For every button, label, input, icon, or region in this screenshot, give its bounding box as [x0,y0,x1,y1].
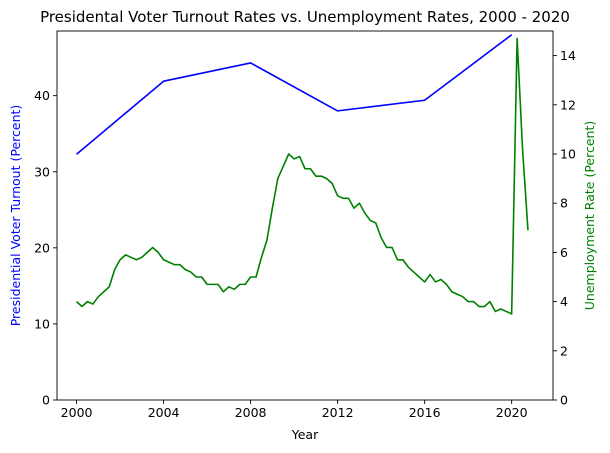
chart-title: Presidental Voter Turnout Rates vs. Unem… [40,8,570,26]
right-y-tick-label: 12 [560,97,576,112]
left-y-axis-ticks: 0 10 20 30 40 [34,88,57,408]
left-y-tick-label: 0 [42,393,50,408]
plot-area [76,34,529,315]
voter-turnout-line [76,34,513,155]
right-y-tick-label: 2 [560,343,568,358]
left-y-tick-label: 20 [34,240,50,255]
left-y-tick-label: 30 [34,164,50,179]
x-tick-label: 2012 [322,405,354,420]
x-tick-label: 2008 [235,405,267,420]
x-tick-label: 2020 [496,405,528,420]
right-y-tick-label: 8 [560,196,568,211]
right-y-axis-label: Unemployment Rate (Percent) [582,121,597,310]
x-tick-label: 2000 [61,405,93,420]
left-y-axis-label: Presidential Voter Turnout (Percent) [8,105,23,327]
x-tick-label: 2016 [409,405,441,420]
right-y-tick-label: 0 [560,393,568,408]
plot-frame [56,30,554,401]
right-y-tick-label: 6 [560,245,568,260]
x-tick-label: 2004 [148,405,180,420]
right-y-tick-label: 10 [560,147,576,162]
left-y-tick-label: 10 [34,316,50,331]
right-y-axis-ticks: 0 2 4 6 8 10 12 14 [553,48,576,408]
unemployment-rate-line [76,37,529,315]
right-y-tick-label: 4 [560,294,568,309]
left-y-tick-label: 40 [34,88,50,103]
right-y-tick-label: 14 [560,48,576,63]
x-axis-ticks: 2000 2004 2008 2012 2016 2020 [61,400,528,420]
x-axis-label: Year [291,427,319,442]
